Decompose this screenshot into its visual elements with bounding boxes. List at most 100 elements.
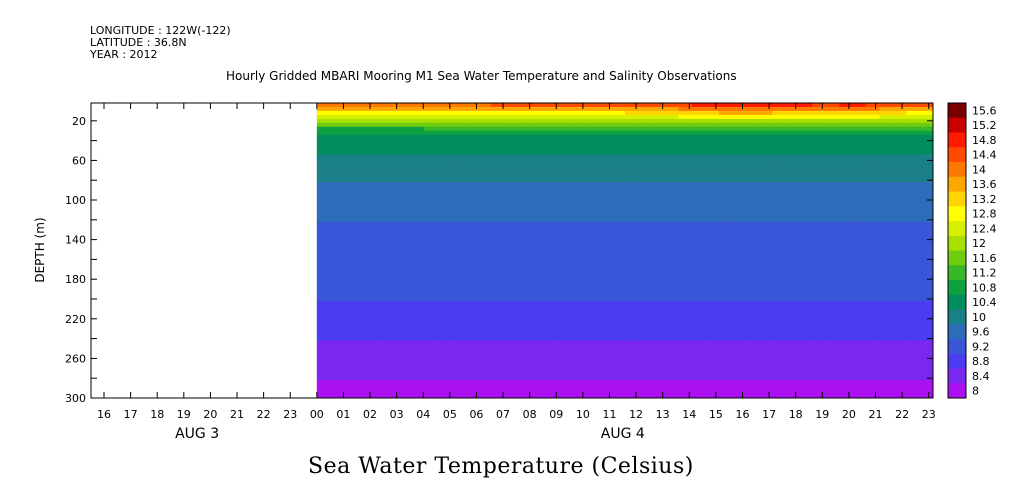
temperature-cell xyxy=(866,269,881,274)
temperature-cell xyxy=(799,297,814,302)
temperature-cell xyxy=(638,233,653,239)
temperature-cell xyxy=(437,158,452,163)
temperature-cell xyxy=(892,257,907,262)
temperature-cell xyxy=(772,106,787,112)
temperature-cell xyxy=(504,122,519,128)
temperature-cell xyxy=(383,241,398,247)
temperature-cell xyxy=(866,332,881,338)
temperature-cell xyxy=(357,190,372,195)
temperature-cell xyxy=(651,261,666,266)
temperature-cell xyxy=(450,150,465,156)
temperature-cell xyxy=(330,201,345,207)
temperature-cell xyxy=(812,186,827,191)
temperature-cell xyxy=(825,340,840,346)
temperature-cell xyxy=(571,308,586,314)
temperature-cell xyxy=(745,186,760,191)
temperature-cell xyxy=(490,257,505,262)
temperature-cell xyxy=(678,190,693,195)
temperature-cell xyxy=(464,328,479,334)
temperature-cell xyxy=(718,198,733,203)
temperature-cell xyxy=(758,356,773,361)
temperature-cell xyxy=(437,225,452,231)
temperature-cell xyxy=(517,300,532,306)
temperature-cell xyxy=(732,348,747,354)
temperature-cell xyxy=(383,229,398,235)
temperature-cell xyxy=(732,372,747,377)
temperature-cell xyxy=(383,205,398,211)
temperature-cell xyxy=(397,308,412,314)
temperature-cell xyxy=(785,122,800,128)
temperature-cell xyxy=(490,122,505,128)
temperature-cell xyxy=(879,257,894,262)
temperature-cell xyxy=(852,324,867,330)
temperature-cell xyxy=(423,356,438,361)
temperature-cell xyxy=(584,304,599,310)
temperature-cell xyxy=(477,110,492,116)
temperature-cell xyxy=(879,130,894,136)
temperature-cell xyxy=(745,162,760,167)
temperature-cell xyxy=(825,384,840,389)
temperature-cell xyxy=(651,332,666,338)
temperature-cell xyxy=(839,122,854,128)
temperature-cell xyxy=(383,265,398,270)
temperature-cell xyxy=(718,178,733,183)
temperature-cell xyxy=(624,122,639,128)
temperature-cell xyxy=(464,245,479,251)
temperature-cell xyxy=(410,237,425,243)
temperature-cell xyxy=(584,277,599,282)
temperature-cell xyxy=(825,194,840,199)
colorbar-label: 14.4 xyxy=(972,149,997,162)
temperature-cell xyxy=(852,158,867,163)
temperature-cell xyxy=(718,209,733,215)
temperature-cell xyxy=(638,368,653,373)
temperature-cell xyxy=(504,237,519,243)
temperature-cell xyxy=(316,340,331,346)
temperature-cell xyxy=(691,146,706,152)
temperature-cell xyxy=(450,221,465,227)
temperature-cell xyxy=(799,316,814,322)
temperature-cell xyxy=(892,166,907,171)
temperature-cell xyxy=(665,205,680,211)
temperature-cell xyxy=(691,253,706,259)
temperature-cell xyxy=(343,261,358,266)
temperature-cell xyxy=(799,162,814,167)
temperature-cell xyxy=(517,364,532,369)
temperature-cell xyxy=(557,162,572,167)
temperature-cell xyxy=(343,320,358,326)
temperature-cell xyxy=(624,186,639,191)
temperature-cell xyxy=(933,214,947,219)
temperature-cell xyxy=(410,249,425,255)
temperature-cell xyxy=(933,380,947,385)
temperature-cell xyxy=(437,221,452,227)
temperature-cell xyxy=(397,166,412,171)
temperature-cell xyxy=(866,320,881,326)
temperature-cell xyxy=(370,178,385,183)
temperature-cell xyxy=(933,396,947,401)
temperature-cell xyxy=(464,257,479,262)
temperature-cell xyxy=(785,110,800,116)
temperature-cell xyxy=(343,344,358,350)
temperature-cell xyxy=(651,205,666,211)
temperature-cell xyxy=(906,336,921,342)
temperature-cell xyxy=(370,249,385,255)
temperature-cell xyxy=(624,300,639,306)
temperature-cell xyxy=(933,372,947,377)
colorbar-label: 12.8 xyxy=(972,208,997,221)
temperature-cell xyxy=(357,237,372,243)
temperature-cell xyxy=(772,336,787,342)
temperature-cell xyxy=(839,229,854,235)
colorbar-swatch xyxy=(948,176,966,192)
temperature-cell xyxy=(584,221,599,227)
temperature-cell xyxy=(919,289,933,294)
temperature-cell xyxy=(906,328,921,334)
temperature-cell xyxy=(638,249,653,255)
temperature-cell xyxy=(745,285,760,290)
temperature-cell xyxy=(933,321,947,326)
temperature-cell xyxy=(691,273,706,278)
temperature-cell xyxy=(410,110,425,116)
temperature-cell xyxy=(397,118,412,124)
temperature-cell xyxy=(799,186,814,191)
temperature-cell xyxy=(785,118,800,124)
temperature-cell xyxy=(705,245,720,251)
x-tick-label: 22 xyxy=(895,408,909,421)
